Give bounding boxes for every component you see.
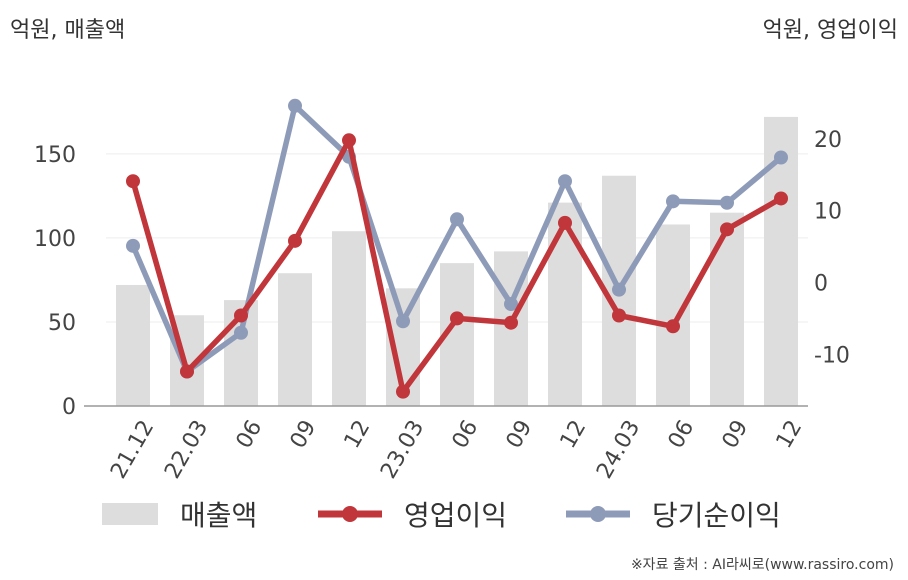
x-tick-label: 09 — [718, 416, 754, 453]
point-operating-profit — [504, 315, 518, 330]
legend-label-net-income: 당기순이익 — [652, 499, 781, 532]
point-net-income — [720, 195, 734, 210]
point-net-income — [288, 98, 302, 113]
x-tick-label: 24.03 — [592, 416, 645, 483]
bar-revenue — [548, 202, 582, 406]
legend-item-revenue: 매출액 — [102, 494, 257, 534]
point-net-income — [774, 150, 788, 165]
legend-swatch-net-income — [566, 506, 630, 522]
right-tick-label: 10 — [814, 200, 842, 225]
point-operating-profit — [234, 308, 248, 323]
point-net-income — [396, 314, 410, 329]
right-tick-label: 20 — [814, 128, 842, 153]
left-tick-label: 150 — [34, 143, 76, 168]
point-operating-profit — [450, 311, 464, 326]
legend: 매출액 영업이익 당기순이익 — [0, 494, 908, 534]
point-operating-profit — [558, 215, 572, 230]
x-tick-label: 12 — [556, 416, 592, 453]
x-tick-label: 12 — [772, 416, 808, 453]
x-tick-label: 22.03 — [160, 416, 213, 483]
point-operating-profit — [180, 364, 194, 379]
x-tick-label: 09 — [286, 416, 322, 453]
x-tick-label: 06 — [448, 416, 484, 453]
bar-revenue — [278, 273, 312, 406]
point-operating-profit — [342, 133, 356, 148]
point-net-income — [126, 238, 140, 253]
source-note: ※자료 출처 : AI라씨로(www.rassiro.com) — [630, 557, 894, 573]
legend-item-operating-profit: 영업이익 — [318, 494, 507, 534]
point-net-income — [558, 174, 572, 189]
point-operating-profit — [288, 233, 302, 248]
bar-revenue — [116, 284, 150, 406]
bar-revenue — [332, 231, 366, 406]
right-axis-unit: 억원, 영업이익 — [762, 18, 898, 43]
point-net-income — [504, 297, 518, 312]
right-tick-label: -10 — [814, 343, 850, 368]
x-tick-label: 06 — [232, 416, 268, 453]
point-operating-profit — [720, 222, 734, 237]
x-tick-label: 12 — [340, 416, 376, 453]
point-operating-profit — [126, 174, 140, 189]
point-net-income — [666, 194, 680, 209]
point-net-income — [612, 282, 626, 297]
left-axis-unit: 억원, 매출액 — [10, 18, 126, 43]
x-tick-label: 23.03 — [376, 416, 429, 483]
right-tick-label: 0 — [814, 271, 828, 296]
point-operating-profit — [774, 191, 788, 206]
point-net-income — [234, 325, 248, 340]
point-operating-profit — [396, 384, 410, 399]
x-tick-label: 06 — [664, 416, 700, 453]
legend-label-revenue: 매출액 — [180, 499, 258, 532]
left-tick-label: 100 — [34, 227, 76, 252]
point-net-income — [450, 212, 464, 227]
left-tick-label: 0 — [62, 395, 76, 420]
legend-item-net-income: 당기순이익 — [566, 494, 781, 534]
point-operating-profit — [612, 308, 626, 323]
legend-swatch-revenue — [102, 503, 158, 525]
point-operating-profit — [666, 319, 680, 334]
x-tick-label: 09 — [502, 416, 538, 453]
legend-swatch-operating-profit — [318, 506, 382, 522]
legend-label-operating-profit: 영업이익 — [404, 499, 508, 532]
left-tick-label: 50 — [48, 311, 76, 336]
bar-revenue — [656, 224, 690, 406]
bar-revenue — [710, 212, 744, 406]
x-tick-label: 21.12 — [106, 416, 159, 483]
